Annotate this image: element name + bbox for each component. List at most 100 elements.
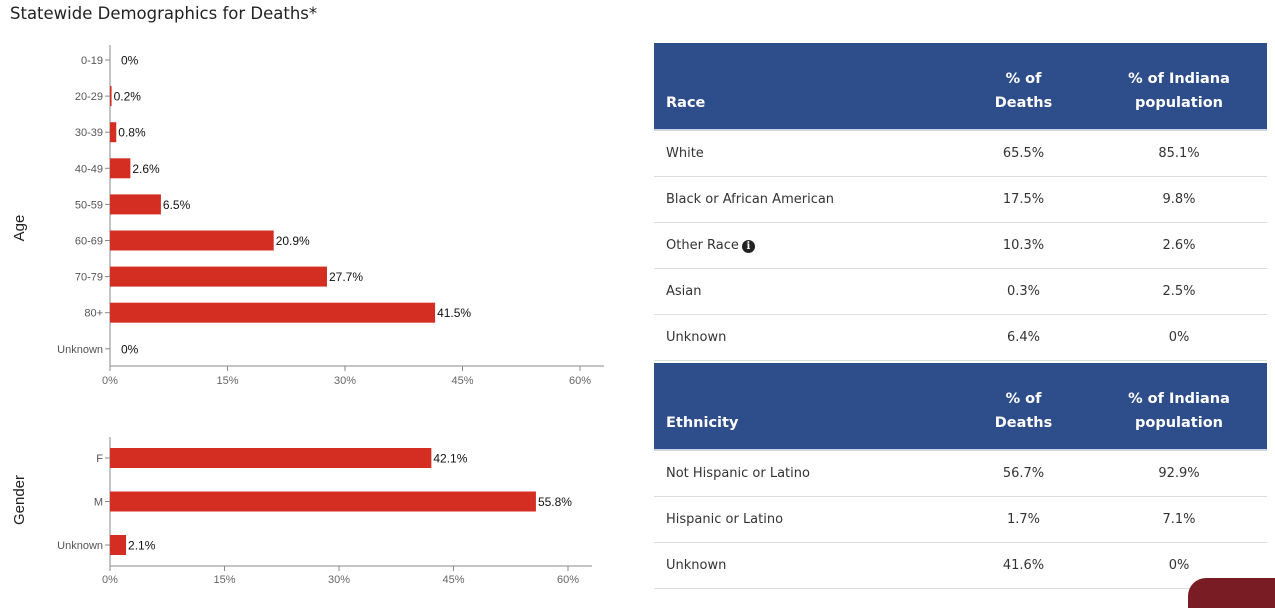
deaths-value-cell: 0.3% (956, 268, 1091, 315)
race-table: Race % of Deaths % of Indiana population W… (654, 43, 1267, 361)
bar (110, 448, 432, 468)
x-tick-label: 30% (334, 375, 356, 387)
header-label-line: % of (1005, 391, 1042, 407)
row-label-cell: Unknown (654, 314, 956, 361)
population-value-cell: 7.1% (1091, 496, 1267, 543)
bar-value-label: 27.7% (329, 270, 363, 284)
table-row: Black or African American 17.5% 9.8% (654, 176, 1267, 223)
bar (110, 535, 127, 555)
race-population-col-header: % of Indiana population (1091, 43, 1267, 131)
x-tick-label: 15% (213, 574, 235, 585)
deaths-value-cell: 1.7% (956, 496, 1091, 543)
category-label: Unknown (57, 344, 103, 356)
deaths-value-cell: 65.5% (956, 130, 1091, 177)
x-tick-label: 60% (569, 375, 591, 387)
category-label: F (96, 453, 103, 465)
deaths-value: 56.7% (1002, 466, 1045, 481)
population-value-cell: 0% (1091, 314, 1267, 361)
bar-value-label: 20.9% (276, 234, 310, 248)
axis-title: Gender (11, 475, 28, 525)
row-label-cell: Hispanic or Latino (654, 496, 956, 543)
header-label-line: % of Indiana (1128, 71, 1230, 87)
deaths-value: 65.5% (1002, 146, 1045, 161)
category-label: 40-49 (75, 163, 103, 175)
deaths-value: 17.5% (1002, 192, 1045, 207)
bar (110, 122, 117, 143)
race-table-body: White 65.5% 85.1% Black or African American… (654, 130, 1267, 361)
row-label: Other Race (666, 238, 739, 253)
population-value: 0% (1168, 330, 1190, 345)
deaths-value-cell: 6.4% (956, 314, 1091, 361)
bar (110, 86, 112, 107)
population-value-cell: 2.6% (1091, 222, 1267, 269)
row-label: Unknown (666, 558, 727, 573)
row-label-cell: Asian (654, 268, 956, 315)
population-value: 0% (1168, 558, 1190, 573)
x-tick-label: 0% (102, 375, 118, 387)
table-row: Not Hispanic or Latino 56.7% 92.9% (654, 450, 1267, 497)
x-tick-label: 15% (216, 375, 238, 387)
bar-value-label: 0.8% (118, 126, 146, 140)
category-label: 20-29 (75, 91, 103, 103)
ethnicity-deaths-col-header: % of Deaths (956, 363, 1091, 451)
population-value-cell: 2.5% (1091, 268, 1267, 315)
header-label-line: population (1135, 415, 1223, 431)
deaths-value: 6.4% (1006, 330, 1041, 345)
row-label-cell: Unknown (654, 542, 956, 589)
bar-value-label: 6.5% (163, 198, 191, 212)
deaths-value: 0.3% (1006, 284, 1041, 299)
x-tick-label: 0% (102, 574, 118, 585)
bar (110, 194, 161, 215)
row-label-cell: Other Race i (654, 222, 956, 269)
deaths-value-cell: 56.7% (956, 450, 1091, 497)
category-label: 60-69 (75, 236, 103, 248)
demographic-bar-charts: Age 0% 15% 30% 45% 60% 0-19 0% 20-29 0.2% 30-39 0.8… (11, 45, 604, 585)
x-tick-label: 30% (328, 574, 350, 585)
row-label: Unknown (666, 330, 727, 345)
row-label: Black or African American (666, 192, 835, 207)
ethnicity-table-header-row: Ethnicity % of Deaths % of Indiana populat… (654, 363, 1267, 451)
category-label: 50-59 (75, 199, 103, 211)
header-label-line: % of Indiana (1128, 391, 1230, 407)
population-value-cell: 92.9% (1091, 450, 1267, 497)
deaths-value: 10.3% (1002, 238, 1045, 253)
bar (110, 302, 436, 323)
table-row: Unknown 6.4% 0% (654, 314, 1267, 361)
bar-value-label: 2.6% (132, 162, 160, 176)
axis-title: Age (11, 215, 28, 242)
category-label: M (94, 497, 103, 509)
row-label-cell: Black or African American (654, 176, 956, 223)
race-deaths-col-header: % of Deaths (956, 43, 1091, 131)
population-value: 85.1% (1158, 146, 1200, 161)
row-label-cell: White (654, 130, 956, 177)
table-row: Other Race i 10.3% 2.6% (654, 222, 1267, 269)
header-label-line: Deaths (994, 95, 1053, 111)
deaths-value-cell: 17.5% (956, 176, 1091, 223)
feedback-tab-decoration (1188, 578, 1275, 608)
ethnicity-table: Ethnicity % of Deaths % of Indiana populat… (654, 363, 1267, 589)
deaths-value-cell: 10.3% (956, 222, 1091, 269)
population-value: 7.1% (1162, 512, 1196, 527)
table-row: Asian 0.3% 2.5% (654, 268, 1267, 315)
header-label-line: population (1135, 95, 1223, 111)
header-label-line: Deaths (994, 415, 1053, 431)
race-col-header: Race (654, 43, 956, 131)
table-row: White 65.5% 85.1% (654, 130, 1267, 177)
page-title: Statewide Demographics for Deaths* (10, 4, 318, 23)
bar-value-label: 0% (121, 342, 139, 356)
population-value: 2.6% (1162, 238, 1196, 253)
category-label: 70-79 (75, 272, 103, 284)
bar (110, 266, 327, 287)
category-label: 80+ (84, 308, 103, 320)
header-label-line: % of (1005, 71, 1042, 87)
row-label: Not Hispanic or Latino (666, 466, 810, 481)
bar (110, 491, 536, 512)
population-value-cell: 9.8% (1091, 176, 1267, 223)
deaths-value: 41.6% (1002, 558, 1045, 573)
x-tick-label: 60% (557, 574, 579, 585)
bar (110, 230, 274, 251)
row-label-cell: Not Hispanic or Latino (654, 450, 956, 497)
info-circle-icon[interactable]: i (741, 240, 755, 253)
race-table-header-row: Race % of Deaths % of Indiana population (654, 43, 1267, 131)
row-label: Hispanic or Latino (666, 512, 784, 527)
